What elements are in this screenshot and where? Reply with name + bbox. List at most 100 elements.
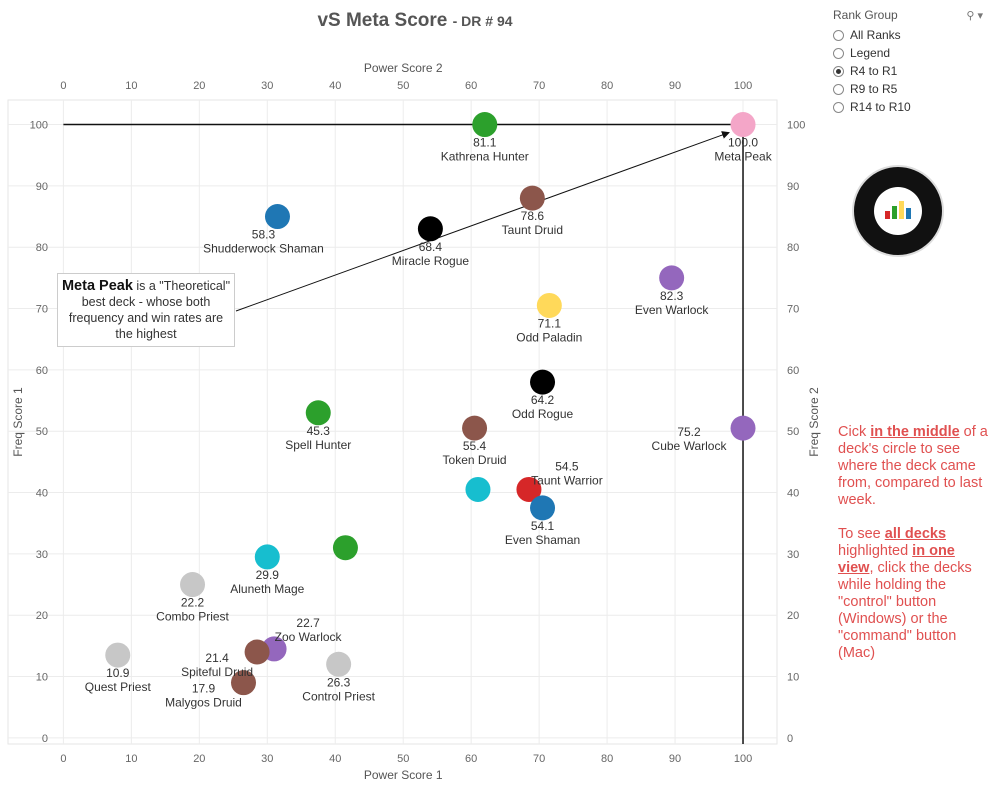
y-tick-label: 70 [36, 304, 48, 316]
y2-tick-label: 90 [787, 181, 799, 193]
note-text: of a deck's circle to see where the deck… [838, 424, 988, 508]
instructions-note: Cick in the middle of a deck's circle to… [838, 424, 988, 679]
deck-point [332, 535, 358, 561]
deck-point [244, 639, 270, 665]
deck-score-label: 81.1 [473, 136, 497, 150]
note-emphasis: all decks [884, 526, 947, 542]
x-tick-label: 50 [397, 753, 409, 765]
x2-tick-label: 20 [193, 80, 205, 92]
rank-option[interactable]: R9 to R5 [833, 80, 983, 98]
x2-tick-label: 100 [734, 80, 752, 92]
deck-score-label: 22.2 [181, 596, 205, 610]
y-tick-label: 30 [36, 549, 48, 561]
y-tick-label: 0 [42, 733, 48, 745]
deck-name-label: Taunt Druid [502, 223, 563, 237]
deck-name-label: Even Shaman [505, 533, 580, 547]
radio-icon[interactable] [833, 29, 844, 41]
deck-point [530, 369, 556, 395]
deck-name-label: Meta Peak [714, 150, 772, 164]
x2-tick-label: 50 [397, 80, 409, 92]
deck-score-label: 45.3 [307, 424, 331, 438]
rank-option[interactable]: All Ranks [833, 26, 983, 44]
x-tick-label: 20 [193, 753, 205, 765]
callout-text: is a "Theoretical" best deck - whose bot… [68, 279, 231, 341]
deck-point [105, 642, 131, 668]
y-tick-label: 20 [36, 610, 48, 622]
x2-tick-label: 70 [533, 80, 545, 92]
deck-name-label: Shudderwock Shaman [203, 242, 324, 256]
y2-axis-title: Freq Score 2 [807, 387, 821, 457]
y-tick-label: 80 [36, 242, 48, 254]
deck-score-label: 22.7 [296, 616, 320, 630]
plot-frame [7, 99, 778, 745]
deck-name-label: Cube Warlock [652, 439, 728, 453]
deck-name-label: Combo Priest [156, 610, 229, 624]
y-tick-label: 90 [36, 181, 48, 193]
filter-label: Rank Group [833, 8, 898, 22]
deck-name-label: Taunt Warrior [531, 473, 603, 487]
note-text: Cick [838, 424, 871, 440]
deck-name-label: Zoo Warlock [275, 630, 343, 644]
deck-name-label: Control Priest [302, 689, 375, 703]
rank-option-label: R14 to R10 [850, 100, 911, 114]
y-tick-label: 10 [36, 672, 48, 684]
rank-option-label: R4 to R1 [850, 64, 898, 78]
radio-icon[interactable] [833, 83, 844, 95]
radio-icon[interactable] [833, 47, 844, 59]
x-tick-label: 40 [329, 753, 341, 765]
deck-score-label: 26.3 [327, 675, 351, 689]
deck-score-label: 64.2 [531, 393, 555, 407]
deck-name-label: Quest Priest [85, 680, 152, 694]
radio-icon[interactable] [833, 65, 844, 77]
meta-peak-callout: Meta Peak is a "Theoretical" best deck -… [57, 273, 235, 347]
deck-point [659, 265, 685, 291]
deck-name-label: Even Warlock [635, 303, 710, 317]
radio-icon[interactable] [833, 101, 844, 113]
rank-group-filter: Rank Group ⚲ ▾ All Ranks Legend R4 to R1 R9… [833, 8, 983, 116]
x-tick-label: 30 [261, 753, 273, 765]
rank-option-label: R9 to R5 [850, 82, 898, 96]
y2-tick-label: 20 [787, 610, 799, 622]
rank-option[interactable]: R4 to R1 [833, 62, 983, 80]
deck-score-label: 55.4 [463, 439, 487, 453]
rank-option[interactable]: R14 to R10 [833, 98, 983, 116]
deck-score-label: 21.4 [205, 651, 229, 665]
deck-name-label: Aluneth Mage [230, 582, 304, 596]
deck-point [530, 495, 556, 521]
deck-point [254, 544, 280, 570]
x2-tick-label: 10 [125, 80, 137, 92]
rank-option[interactable]: Legend [833, 44, 983, 62]
deck-name-label: Malygos Druid [165, 696, 242, 710]
deck-point [180, 572, 206, 598]
x2-tick-label: 60 [465, 80, 477, 92]
callout-bold: Meta Peak [61, 278, 133, 294]
deck-name-label: Spell Hunter [285, 438, 351, 452]
deck-score-label: 71.1 [538, 316, 562, 330]
deck-score-label: 75.2 [677, 425, 701, 439]
deck-point [326, 651, 352, 677]
deck-score-label: 78.6 [521, 209, 545, 223]
y2-tick-label: 10 [787, 672, 799, 684]
deck-point [305, 400, 331, 426]
chart-title-main: vS Meta Score [317, 10, 448, 31]
y-tick-label: 50 [36, 426, 48, 438]
rank-option-label: All Ranks [850, 28, 901, 42]
search-icon[interactable]: ⚲ ▾ [966, 9, 983, 22]
y2-tick-label: 100 [787, 120, 805, 132]
deck-name-label: Miracle Rogue [392, 254, 470, 268]
y-tick-label: 40 [36, 488, 48, 500]
deck-name-label: Spiteful Druid [181, 665, 253, 679]
x-tick-label: 100 [734, 753, 752, 765]
x2-axis-title: Power Score 2 [364, 61, 443, 75]
deck-point [519, 185, 545, 211]
y2-tick-label: 70 [787, 304, 799, 316]
deck-point [730, 415, 756, 441]
deck-point [264, 204, 290, 230]
note-text: To see [838, 526, 885, 542]
y2-tick-label: 40 [787, 488, 799, 500]
deck-score-label: 82.3 [660, 289, 684, 303]
x2-tick-label: 90 [669, 80, 681, 92]
data-reaper-logo [852, 165, 944, 257]
x-tick-label: 60 [465, 753, 477, 765]
